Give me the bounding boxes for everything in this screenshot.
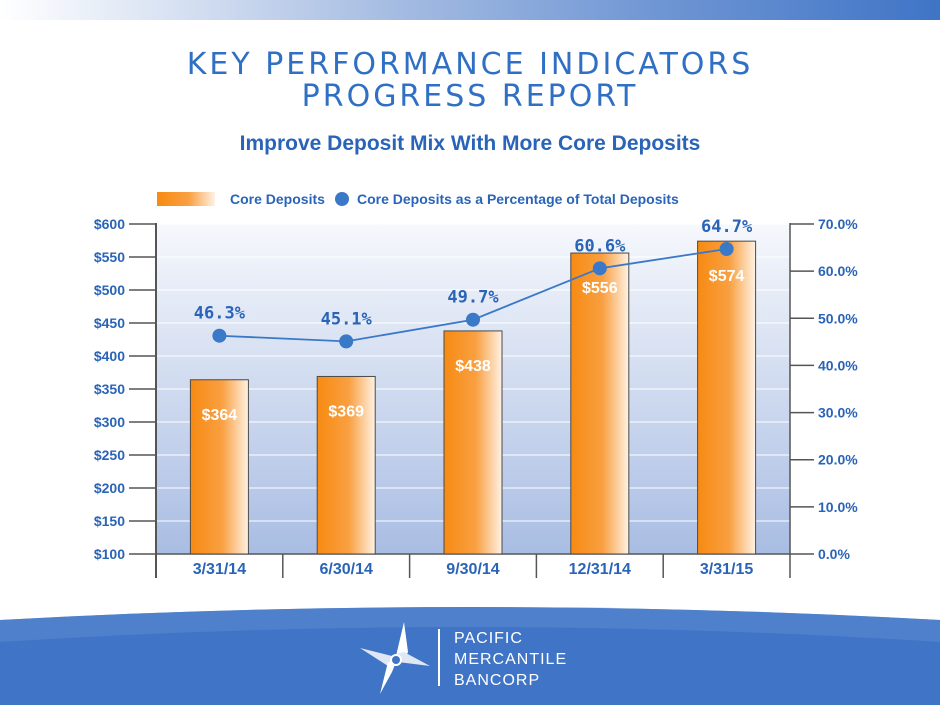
brand-line-2: MERCANTILE xyxy=(454,651,568,668)
legend-bar-label: Core Deposits xyxy=(230,191,325,207)
footer-band xyxy=(0,602,940,705)
line-point-label: 45.1% xyxy=(321,309,373,329)
x-tick-label: 6/30/14 xyxy=(320,561,373,578)
right-tick-label: 10.0% xyxy=(818,499,858,515)
top-band xyxy=(0,0,940,20)
legend-bar-swatch xyxy=(157,192,215,206)
left-tick-label: $400 xyxy=(94,348,125,364)
bar xyxy=(697,240,757,555)
left-tick-label: $150 xyxy=(94,513,125,529)
line-point xyxy=(466,312,480,327)
right-tick-label: 0.0% xyxy=(818,546,850,562)
bar-value-label: $556 xyxy=(582,280,618,297)
left-tick-label: $600 xyxy=(94,216,125,232)
legend-line-label: Core Deposits as a Percentage of Total D… xyxy=(357,191,679,207)
left-tick-label: $350 xyxy=(94,381,125,397)
line-point xyxy=(719,241,734,256)
right-tick-label: 50.0% xyxy=(818,310,858,326)
bar xyxy=(189,379,249,555)
brand-name: PACIFIC MERCANTILE BANCORP xyxy=(454,628,567,691)
chart-title: Improve Deposit Mix With More Core Depos… xyxy=(239,132,701,155)
brand-divider xyxy=(438,629,440,686)
right-tick-label: 20.0% xyxy=(818,452,858,468)
line-point-label: 60.6% xyxy=(574,236,626,256)
line-point-label: 64.7% xyxy=(701,217,753,237)
left-tick-label: $300 xyxy=(94,414,125,430)
left-tick-label: $550 xyxy=(94,249,125,265)
line-point-label: 49.7% xyxy=(447,288,499,308)
left-tick-label: $100 xyxy=(94,546,125,562)
left-tick-label: $200 xyxy=(94,480,125,496)
right-tick-label: 70.0% xyxy=(818,216,858,232)
x-tick-label: 3/31/15 xyxy=(700,561,753,578)
page-title-line1: KEY PERFORMANCE INDICATORS xyxy=(186,47,754,82)
bar-value-label: $369 xyxy=(328,403,364,420)
bar-value-label: $438 xyxy=(455,358,491,375)
bar xyxy=(316,375,376,555)
line-point xyxy=(339,334,354,349)
bar xyxy=(443,330,503,555)
x-tick-label: 12/31/14 xyxy=(569,561,631,578)
right-tick-label: 30.0% xyxy=(818,405,858,421)
line-point xyxy=(212,328,227,343)
right-tick-label: 40.0% xyxy=(818,357,858,373)
bar-value-label: $574 xyxy=(709,268,745,285)
bar xyxy=(570,252,630,555)
brand-line-3: BANCORP xyxy=(454,672,541,689)
x-tick-label: 3/31/14 xyxy=(193,561,246,578)
line-point-label: 46.3% xyxy=(194,304,246,324)
left-tick-label: $250 xyxy=(94,447,125,463)
brand-line-1: PACIFIC xyxy=(454,630,523,647)
right-tick-label: 60.0% xyxy=(818,263,858,279)
page-title-line2: PROGRESS REPORT xyxy=(301,79,639,114)
left-tick-label: $500 xyxy=(94,282,125,298)
combo-chart: $100 $150 $200 $250 $300 $350 $400 $450 $500 $550… xyxy=(94,191,858,578)
x-tick-label: 9/30/14 xyxy=(446,561,499,578)
compass-star-logo-icon xyxy=(360,622,430,694)
legend-line-marker xyxy=(335,192,349,206)
left-tick-label: $450 xyxy=(94,315,125,331)
bar-value-label: $364 xyxy=(202,407,238,424)
line-point xyxy=(592,261,607,276)
